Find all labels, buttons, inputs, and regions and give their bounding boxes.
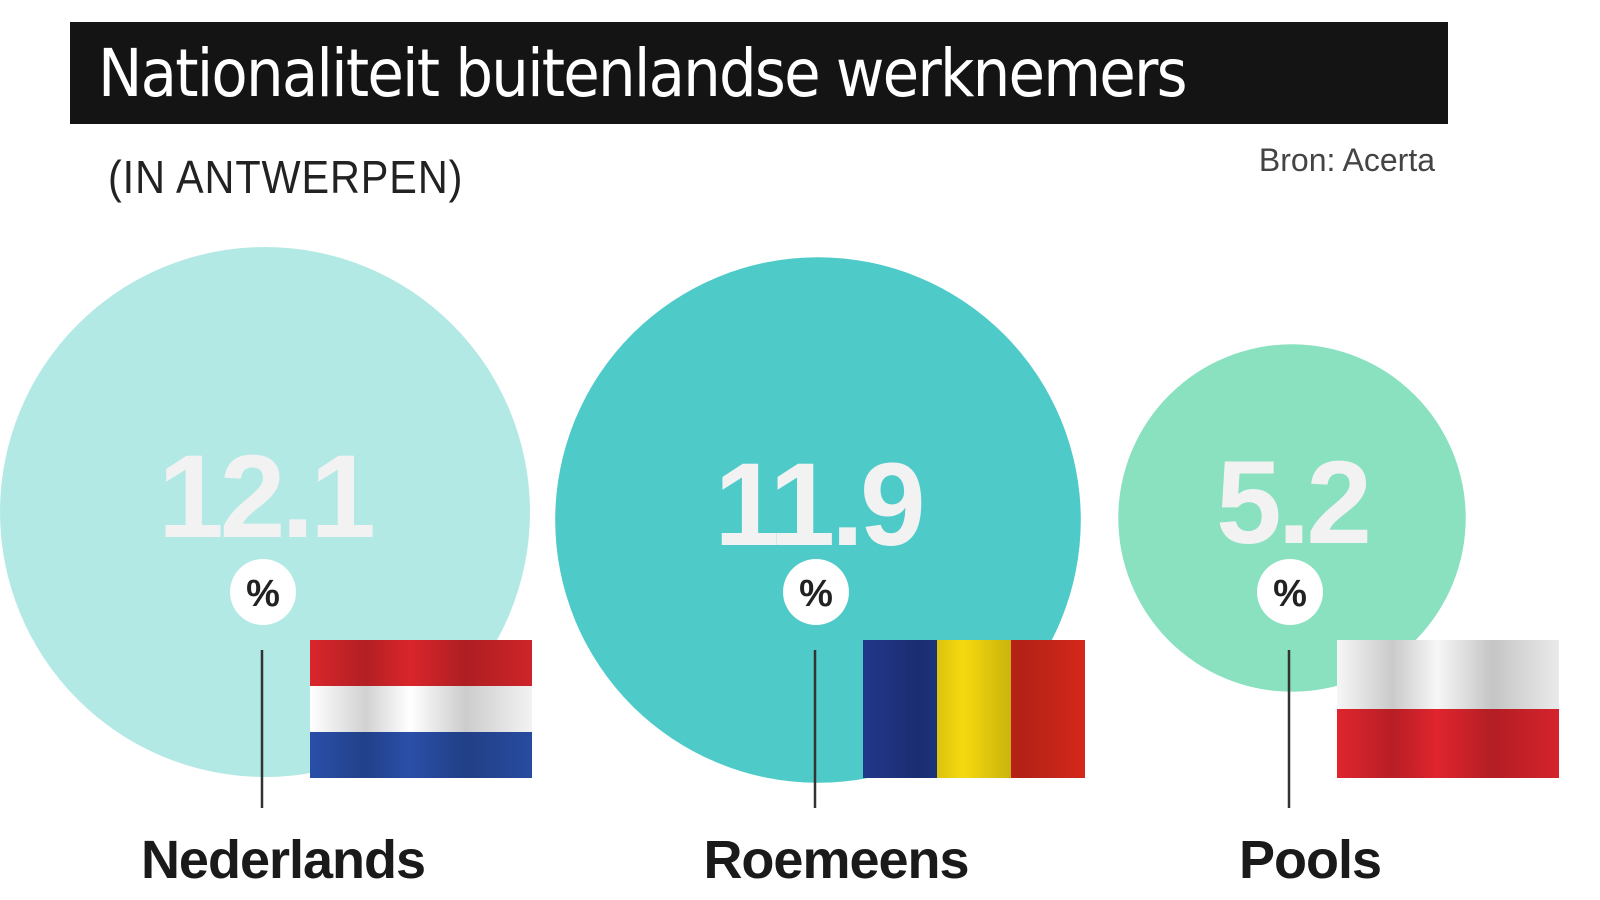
pl-flag [1337,640,1559,778]
ro-flag [863,640,1085,778]
bubble-pools [1118,344,1466,692]
percent-label: % [799,573,833,615]
value-label: 5.2 [1216,437,1368,569]
category-label: Roemeens [703,830,968,890]
chart-title: Nationaliteit buitenlandse werknemers [98,34,1188,112]
source-label: Bron: Acerta [1258,142,1435,178]
flag-shading [1337,640,1559,778]
percent-badge [1257,559,1323,625]
value-label: 12.1 [158,431,373,563]
percent-badge [230,559,296,625]
bubble-group-pools: 5.2% Pools [1118,344,1559,890]
category-label: Nederlands [141,830,425,890]
percent-label: % [246,573,280,615]
flag-shading [310,640,532,778]
value-label: 11.9 [714,439,922,571]
title-bar: Nationaliteit buitenlandse werknemers [70,22,1448,124]
nl-flag [310,640,532,778]
flag-shading [863,640,1085,778]
bubble-group-nederlands: 12.1% Nederlands [0,247,532,890]
percent-label: % [1273,573,1307,615]
chart-subtitle: (IN ANTWERPEN) [108,151,464,203]
bubble-group-roemeens: 11.9% Roemeens [555,257,1085,890]
percent-badge [783,559,849,625]
category-label: Pools [1239,830,1381,890]
